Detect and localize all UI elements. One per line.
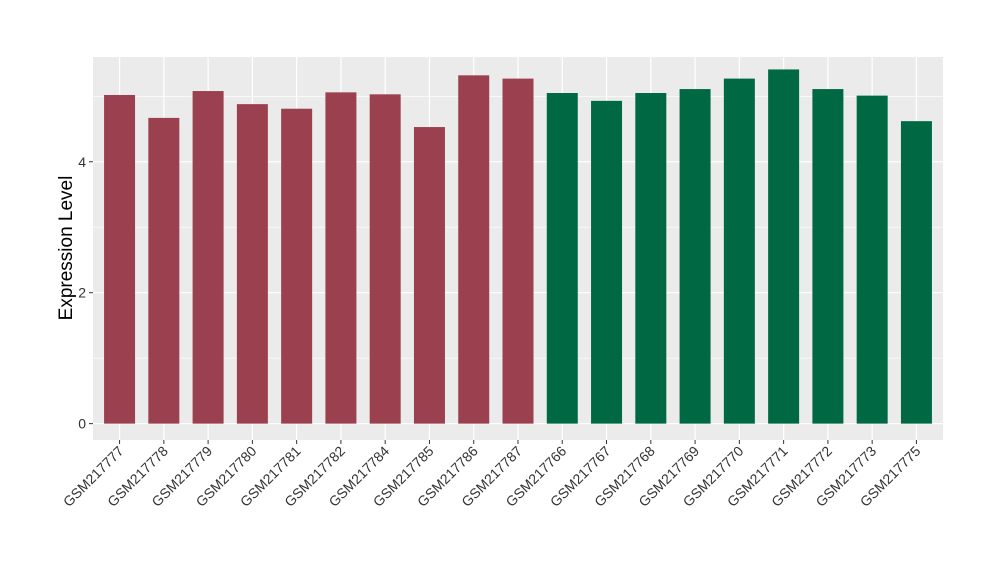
bar-GSM217766 <box>546 93 578 424</box>
bar-GSM217787 <box>502 78 534 424</box>
y-tick-label: 2 <box>78 285 86 301</box>
bar-GSM217775 <box>900 121 932 424</box>
bar-GSM217779 <box>192 91 224 424</box>
bar-GSM217770 <box>723 78 755 424</box>
bar-GSM217784 <box>369 94 401 424</box>
y-axis-title: Expression Level <box>56 176 77 321</box>
bar-GSM217767 <box>591 100 623 424</box>
bar-GSM217769 <box>679 89 711 424</box>
bar-GSM217778 <box>148 117 180 424</box>
bar-GSM217781 <box>281 108 313 424</box>
y-tick-label: 0 <box>78 416 86 432</box>
bar-GSM217773 <box>856 95 888 424</box>
bar-GSM217771 <box>768 69 800 424</box>
bar-GSM217782 <box>325 92 357 424</box>
bar-GSM217777 <box>104 94 136 424</box>
bar-GSM217772 <box>812 89 844 424</box>
bar-GSM217780 <box>236 104 268 424</box>
y-tick-label: 4 <box>78 154 86 170</box>
bar-GSM217786 <box>458 75 490 424</box>
bar-GSM217785 <box>413 127 445 424</box>
bar-GSM217768 <box>635 93 667 424</box>
x-axis: GSM217777GSM217778GSM217779GSM217780GSM2… <box>60 440 924 510</box>
y-axis: 0 2 4 <box>78 154 93 432</box>
bars <box>104 69 932 424</box>
